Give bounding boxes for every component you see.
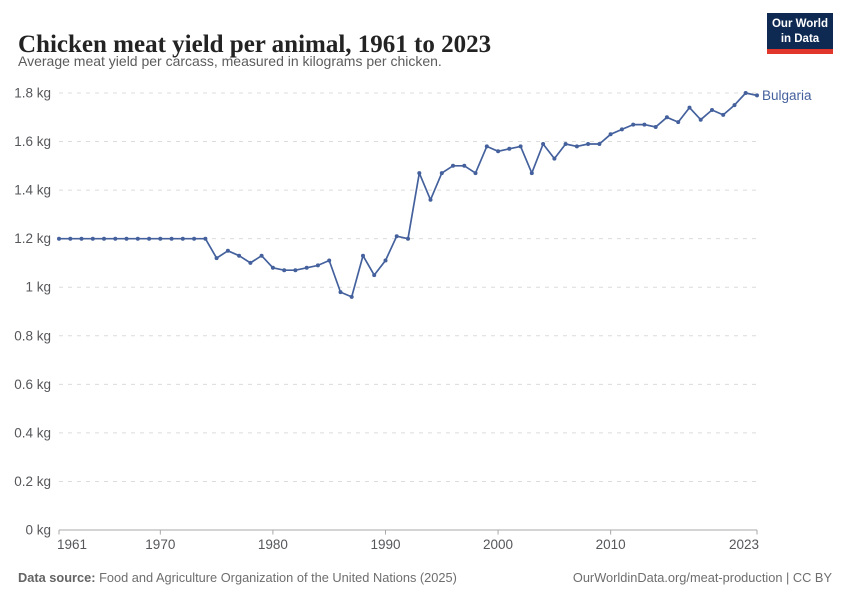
data-point <box>484 144 489 149</box>
data-point <box>68 236 73 241</box>
data-point <box>755 93 759 98</box>
owid-logo-line1: Our World <box>771 18 828 30</box>
data-point <box>710 108 714 112</box>
data-point <box>664 115 669 120</box>
series-line-bulgaria <box>58 92 758 298</box>
owid-logo-line2: in Data <box>780 32 820 45</box>
data-point <box>574 144 579 149</box>
y-tick-label: 0.4 kg <box>14 425 51 440</box>
data-point <box>135 236 140 241</box>
data-point <box>158 236 163 241</box>
data-point <box>698 117 703 122</box>
data-point <box>529 171 534 176</box>
data-point <box>597 142 602 146</box>
data-point <box>270 265 275 270</box>
credit: OurWorldinData.org/meat-production | CC … <box>573 570 832 585</box>
y-tick-label: 1 kg <box>25 280 51 295</box>
data-source: Data source: Food and Agriculture Organi… <box>18 570 457 585</box>
chart-subtitle: Average meat yield per carcass, measured… <box>18 53 442 69</box>
data-point <box>147 236 152 241</box>
credit-license: CC BY <box>792 570 832 585</box>
data-point <box>473 171 478 176</box>
data-point <box>248 260 253 265</box>
y-tick-label: 0.8 kg <box>14 328 51 343</box>
data-point <box>315 263 320 268</box>
data-point <box>417 171 422 176</box>
data-point <box>451 163 455 168</box>
data-point <box>439 171 444 176</box>
data-point <box>293 268 298 273</box>
data-point <box>732 103 737 108</box>
series-label-bulgaria: Bulgaria <box>762 88 812 103</box>
data-point <box>180 236 185 241</box>
data-point <box>79 236 84 241</box>
y-tick-label: 0 kg <box>25 523 51 538</box>
data-point <box>372 273 377 278</box>
data-point <box>462 163 467 168</box>
data-point <box>304 265 309 270</box>
y-tick-label: 0.2 kg <box>14 474 51 489</box>
data-point <box>428 197 433 202</box>
data-point <box>113 236 118 241</box>
x-tick-label: 2000 <box>483 537 513 552</box>
data-point <box>124 236 129 241</box>
data-point <box>327 258 332 263</box>
y-tick-label: 1.6 kg <box>14 134 51 149</box>
data-point <box>563 142 568 146</box>
data-point <box>214 256 219 261</box>
page-title: Chicken meat yield per animal, 1961 to 2… <box>18 30 492 58</box>
data-point <box>349 294 354 299</box>
data-point <box>642 122 647 127</box>
data-point <box>653 125 658 129</box>
x-tick-label: 2010 <box>596 537 626 552</box>
data-point <box>203 236 208 241</box>
data-point <box>90 236 95 241</box>
credit-url[interactable]: OurWorldinData.org/meat-production <box>572 570 783 585</box>
data-point <box>338 290 343 295</box>
data-point <box>394 234 399 239</box>
x-tick-label: 1970 <box>145 537 175 552</box>
data-point <box>743 91 748 95</box>
data-point <box>496 149 501 154</box>
chart-footer: Data source: Food and Agriculture Organi… <box>18 570 832 585</box>
data-point <box>721 112 726 117</box>
data-point <box>192 236 197 241</box>
data-source-label: Data source: <box>18 570 96 585</box>
data-point <box>631 122 636 127</box>
y-tick-label: 1.2 kg <box>14 231 51 246</box>
data-point <box>282 268 287 273</box>
data-point <box>225 248 230 253</box>
data-point <box>361 253 365 258</box>
y-tick-label: 1.4 kg <box>14 183 51 198</box>
data-point <box>237 253 242 258</box>
x-tick-label: 1961 <box>57 537 87 552</box>
data-point <box>406 236 410 241</box>
data-point <box>552 156 557 161</box>
data-point <box>102 236 106 241</box>
data-point <box>57 236 61 241</box>
x-tick-label: 1980 <box>258 537 288 552</box>
data-source-text: Food and Agriculture Organization of the… <box>95 570 457 585</box>
data-point <box>383 258 388 263</box>
data-point <box>687 105 692 110</box>
data-point <box>676 120 681 125</box>
data-point <box>608 132 613 137</box>
data-point <box>259 253 264 258</box>
x-tick-label: 1990 <box>370 537 400 552</box>
credit-separator: | <box>782 570 793 585</box>
x-tick-label: 2023 <box>729 537 759 552</box>
y-tick-label: 1.8 kg <box>14 86 51 101</box>
data-point <box>507 146 512 151</box>
data-point <box>169 236 174 241</box>
data-point <box>518 144 523 149</box>
data-point <box>541 142 546 146</box>
data-point <box>619 127 624 132</box>
data-point <box>586 142 591 146</box>
y-tick-label: 0.6 kg <box>14 377 51 392</box>
owid-logo: Our World in Data <box>767 13 833 55</box>
